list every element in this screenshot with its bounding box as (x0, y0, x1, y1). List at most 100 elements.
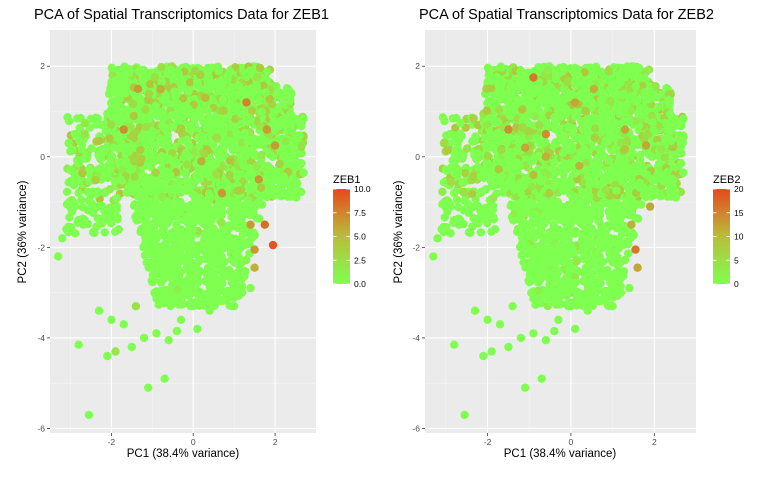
data-point (296, 159, 306, 168)
data-point (203, 165, 212, 174)
data-point (255, 63, 265, 73)
data-point (226, 156, 235, 165)
data-point-high (270, 141, 280, 150)
data-point (94, 306, 104, 315)
data-point (603, 265, 612, 274)
data-point (54, 252, 63, 261)
data-point (73, 114, 82, 123)
data-point (217, 218, 226, 227)
data-point (174, 74, 183, 84)
data-point (84, 410, 94, 420)
panel-zeb2: PCA of Spatial Transcriptomics Data for … (393, 7, 744, 460)
data-point (136, 145, 145, 155)
data-point (106, 120, 116, 129)
data-point (147, 147, 157, 156)
data-point (152, 234, 161, 243)
data-point (489, 194, 498, 203)
data-point (284, 95, 294, 105)
data-point (230, 280, 239, 289)
data-point (252, 161, 262, 170)
data-point (146, 249, 155, 259)
data-point (167, 189, 177, 198)
data-point (62, 225, 71, 234)
data-point (155, 269, 164, 279)
data-point (146, 80, 155, 89)
data-point (246, 283, 255, 293)
data-point (107, 99, 116, 108)
data-point (129, 133, 138, 143)
data-point (604, 136, 613, 146)
legend-tick-label: 0.0 (354, 279, 366, 289)
data-point (107, 151, 116, 161)
data-point (268, 111, 277, 121)
data-point (78, 168, 87, 178)
data-point (159, 297, 169, 306)
data-point (166, 65, 175, 75)
data-point (128, 99, 138, 109)
data-point (74, 340, 83, 349)
data-point (111, 227, 120, 236)
data-point (656, 191, 665, 201)
data-point (87, 144, 96, 153)
data-point (181, 169, 191, 179)
data-point (168, 122, 178, 132)
data-point (214, 277, 224, 286)
data-point (218, 95, 228, 105)
data-point (163, 168, 172, 177)
data-point (541, 138, 550, 147)
data-point (175, 208, 184, 217)
data-point (492, 157, 501, 167)
data-point (186, 206, 196, 215)
data-point (662, 84, 671, 93)
data-point (265, 94, 274, 104)
data-point (199, 133, 208, 143)
data-point (88, 208, 98, 217)
data-point (628, 204, 637, 213)
data-point (299, 168, 308, 177)
data-point (215, 208, 224, 217)
data-point (215, 154, 224, 163)
data-point (456, 129, 465, 138)
data-point (196, 166, 205, 175)
data-point (184, 87, 193, 96)
data-point (151, 210, 160, 220)
data-point (232, 172, 241, 182)
data-point (142, 182, 152, 191)
data-point (450, 188, 459, 198)
data-point (234, 215, 244, 224)
x-axis-ticks: -2 0 2 (108, 433, 278, 447)
data-point (200, 149, 209, 159)
data-point (144, 174, 153, 184)
data-point (280, 177, 290, 186)
data-point (180, 256, 189, 265)
data-point (172, 326, 182, 336)
data-point (184, 104, 193, 113)
data-point (263, 170, 272, 179)
data-point (249, 149, 259, 158)
data-point (476, 228, 485, 237)
data-point (105, 134, 114, 143)
data-point (208, 212, 217, 221)
data-point (467, 175, 476, 185)
data-point (459, 187, 468, 197)
data-point (167, 206, 176, 215)
data-point (654, 159, 664, 169)
data-point (240, 89, 249, 99)
data-point (176, 267, 186, 276)
data-point (153, 112, 162, 121)
data-point-high (260, 220, 269, 229)
data-point (238, 288, 247, 297)
data-point (172, 158, 181, 167)
data-point-high (268, 240, 278, 250)
data-point (214, 66, 223, 76)
data-point (593, 154, 602, 163)
data-point (552, 177, 561, 186)
data-point (534, 62, 543, 72)
data-point (261, 88, 270, 97)
data-point (77, 145, 87, 154)
data-point (221, 114, 230, 123)
data-point (79, 154, 88, 163)
data-point (194, 257, 203, 266)
data-point (161, 155, 171, 164)
data-point (94, 151, 103, 160)
